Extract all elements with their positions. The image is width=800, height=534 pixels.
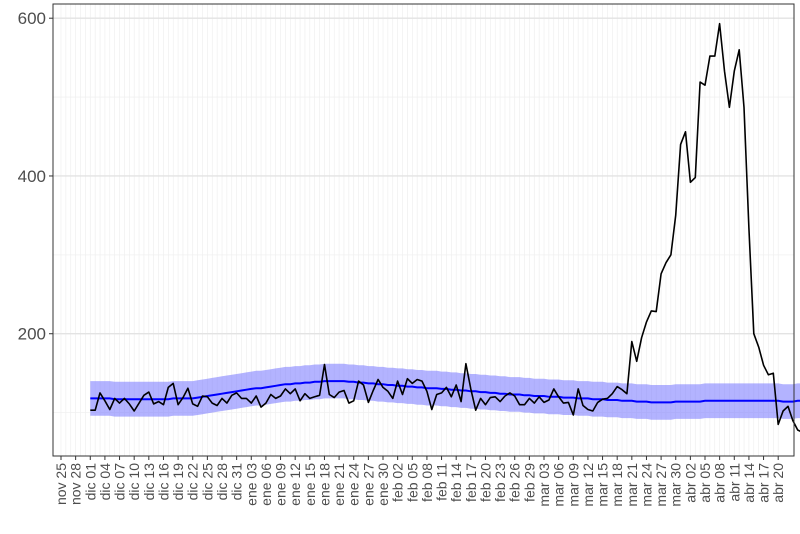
x-tick-label: ene 18 [317,463,333,506]
y-axis: 200 400 600 [18,9,53,344]
x-tick-label: abr 17 [756,463,772,503]
x-tick-label: feb 23 [492,463,508,502]
x-tick-label: ene 15 [302,463,318,506]
x-tick-label: ene 03 [243,463,259,506]
x-tick-label: feb 11 [434,463,450,501]
x-tick-label: ene 30 [375,463,391,506]
plot-border [52,3,795,457]
x-tick-label: ene 27 [360,463,376,506]
x-tick-label: nov 25 [53,463,69,505]
y-tick-label: 200 [18,325,46,344]
x-tick-label: dic 07 [112,463,128,501]
x-tick-label: dic 16 [156,463,172,501]
x-tick-label: abr 05 [697,463,713,503]
x-tick-label: mar 09 [565,463,581,507]
x-tick-label: abr 08 [712,463,728,503]
minor-gridlines [53,4,794,456]
x-tick-label: ene 09 [273,463,289,506]
observed-series-line [90,22,800,432]
x-tick-label: mar 21 [624,463,640,507]
x-tick-label: dic 13 [141,463,157,501]
x-tick-label: feb 26 [507,463,523,502]
x-tick-label: abr 02 [682,463,698,503]
expected-range-band [90,363,800,420]
x-tick-label: ene 21 [331,463,347,506]
x-tick-label: dic 01 [82,463,98,501]
x-tick-label: mar 18 [609,463,625,507]
x-tick-label: mar 24 [639,463,655,507]
x-tick-label: ene 24 [346,463,362,506]
x-tick-label: dic 19 [170,463,186,501]
x-tick-label: nov 28 [68,463,84,505]
x-tick-label: feb 14 [448,463,464,502]
x-tick-label: mar 15 [595,463,611,507]
x-tick-label: dic 28 [214,463,230,501]
y-tick-label: 600 [18,9,46,28]
x-tick-label: feb 17 [463,463,479,502]
major-gridlines [53,17,794,335]
x-tick-label: dic 22 [185,463,201,501]
x-tick-label: abr 20 [770,463,786,503]
y-tick-label: 400 [18,167,46,186]
x-tick-label: dic 31 [229,463,245,501]
x-tick-label: mar 30 [668,463,684,507]
x-tick-label: feb 29 [521,463,537,502]
expected-baseline-line [90,380,800,404]
x-tick-label: mar 27 [653,463,669,507]
x-tick-label: abr 14 [741,463,757,503]
x-tick-label: feb 02 [390,463,406,502]
x-tick-label: dic 10 [126,463,142,501]
x-tick-label: ene 12 [287,463,303,506]
x-tick-label: ene 06 [258,463,274,506]
x-tick-label: feb 05 [404,463,420,502]
x-tick-label: dic 25 [199,463,215,501]
x-tick-label: mar 06 [551,463,567,507]
x-tick-label: mar 03 [536,463,552,507]
x-tick-label: mar 12 [580,463,596,507]
x-tick-label: abr 11 [726,463,742,502]
x-tick-label: feb 20 [478,463,494,502]
x-tick-label: dic 04 [97,463,113,501]
x-tick-label: feb 08 [419,463,435,502]
